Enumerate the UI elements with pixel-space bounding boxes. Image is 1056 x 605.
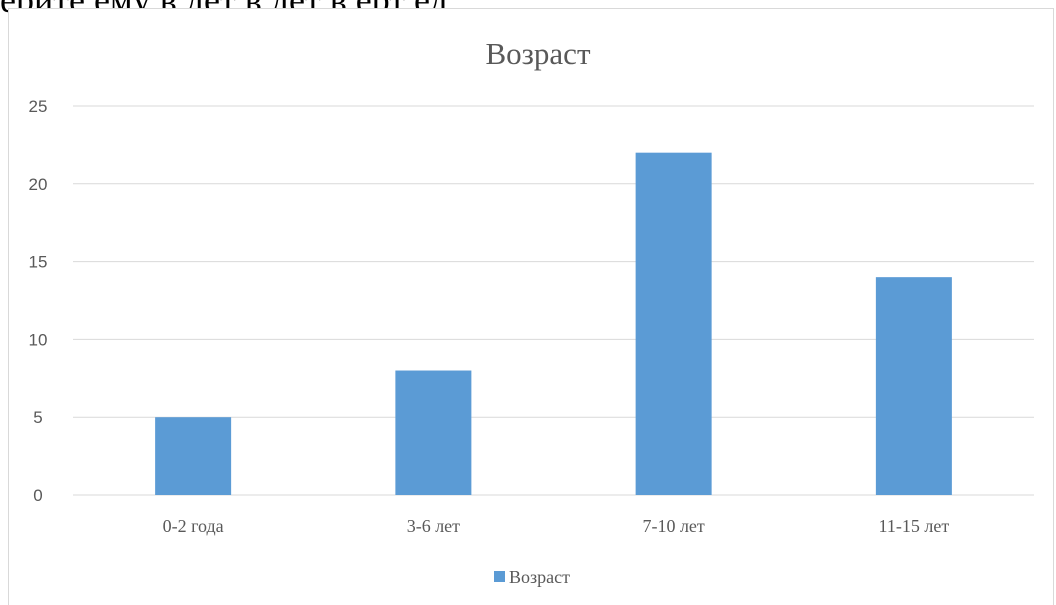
- y-tick-label: 5: [33, 408, 42, 427]
- bar: [395, 370, 472, 495]
- bar: [635, 152, 712, 495]
- y-tick-label: 10: [29, 330, 48, 349]
- y-tick-label: 0: [33, 486, 42, 505]
- bar: [155, 417, 232, 495]
- y-tick-label: 20: [29, 175, 48, 194]
- gridlines: [73, 105, 1034, 496]
- legend: Возраст: [494, 567, 570, 587]
- chart-title: Возраст: [486, 36, 591, 71]
- legend-label: Возраст: [509, 567, 570, 587]
- bar: [875, 277, 952, 495]
- y-tick-label: 15: [29, 253, 48, 272]
- x-tick-label: 3-6 лет: [407, 516, 460, 536]
- x-tick-label: 0-2 года: [163, 516, 224, 536]
- legend-swatch: [494, 571, 505, 582]
- y-tick-label: 25: [29, 97, 48, 116]
- x-tick-label: 11-15 лет: [879, 516, 950, 536]
- y-axis-ticks: 0 5 10 15 20 25: [29, 97, 48, 505]
- bars: [155, 152, 952, 495]
- x-axis-ticks: 0-2 года 3-6 лет 7-10 лет 11-15 лет: [163, 516, 950, 536]
- x-tick-label: 7-10 лет: [642, 516, 704, 536]
